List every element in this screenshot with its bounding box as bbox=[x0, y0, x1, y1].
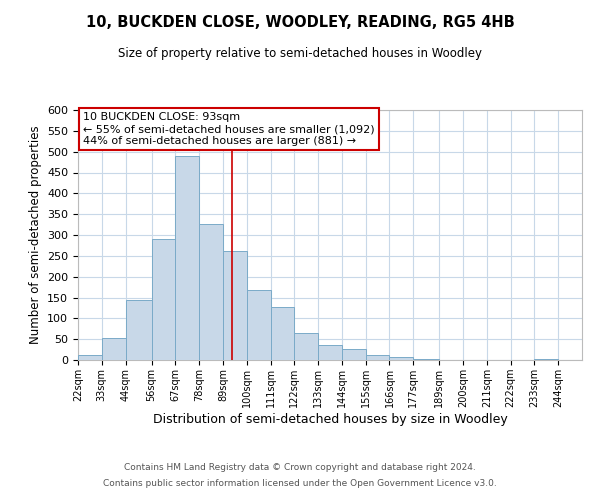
Text: Size of property relative to semi-detached houses in Woodley: Size of property relative to semi-detach… bbox=[118, 48, 482, 60]
Bar bbox=[78, 355, 102, 360]
Bar bbox=[365, 355, 389, 360]
Bar bbox=[271, 306, 295, 360]
Text: Contains public sector information licensed under the Open Government Licence v3: Contains public sector information licen… bbox=[103, 478, 497, 488]
Bar bbox=[102, 338, 125, 360]
Bar bbox=[125, 300, 152, 360]
Bar bbox=[295, 333, 318, 360]
X-axis label: Distribution of semi-detached houses by size in Woodley: Distribution of semi-detached houses by … bbox=[152, 412, 508, 426]
Text: Contains HM Land Registry data © Crown copyright and database right 2024.: Contains HM Land Registry data © Crown c… bbox=[124, 464, 476, 472]
Bar bbox=[175, 156, 199, 360]
Bar bbox=[199, 224, 223, 360]
Bar bbox=[535, 359, 558, 360]
Bar bbox=[413, 359, 439, 360]
Bar bbox=[152, 239, 175, 360]
Text: 10, BUCKDEN CLOSE, WOODLEY, READING, RG5 4HB: 10, BUCKDEN CLOSE, WOODLEY, READING, RG5… bbox=[86, 15, 514, 30]
Bar bbox=[223, 251, 247, 360]
Bar bbox=[389, 356, 413, 360]
Bar bbox=[318, 345, 342, 360]
Y-axis label: Number of semi-detached properties: Number of semi-detached properties bbox=[29, 126, 41, 344]
Bar bbox=[247, 290, 271, 360]
Text: 10 BUCKDEN CLOSE: 93sqm
← 55% of semi-detached houses are smaller (1,092)
44% of: 10 BUCKDEN CLOSE: 93sqm ← 55% of semi-de… bbox=[83, 112, 374, 146]
Bar bbox=[342, 349, 365, 360]
